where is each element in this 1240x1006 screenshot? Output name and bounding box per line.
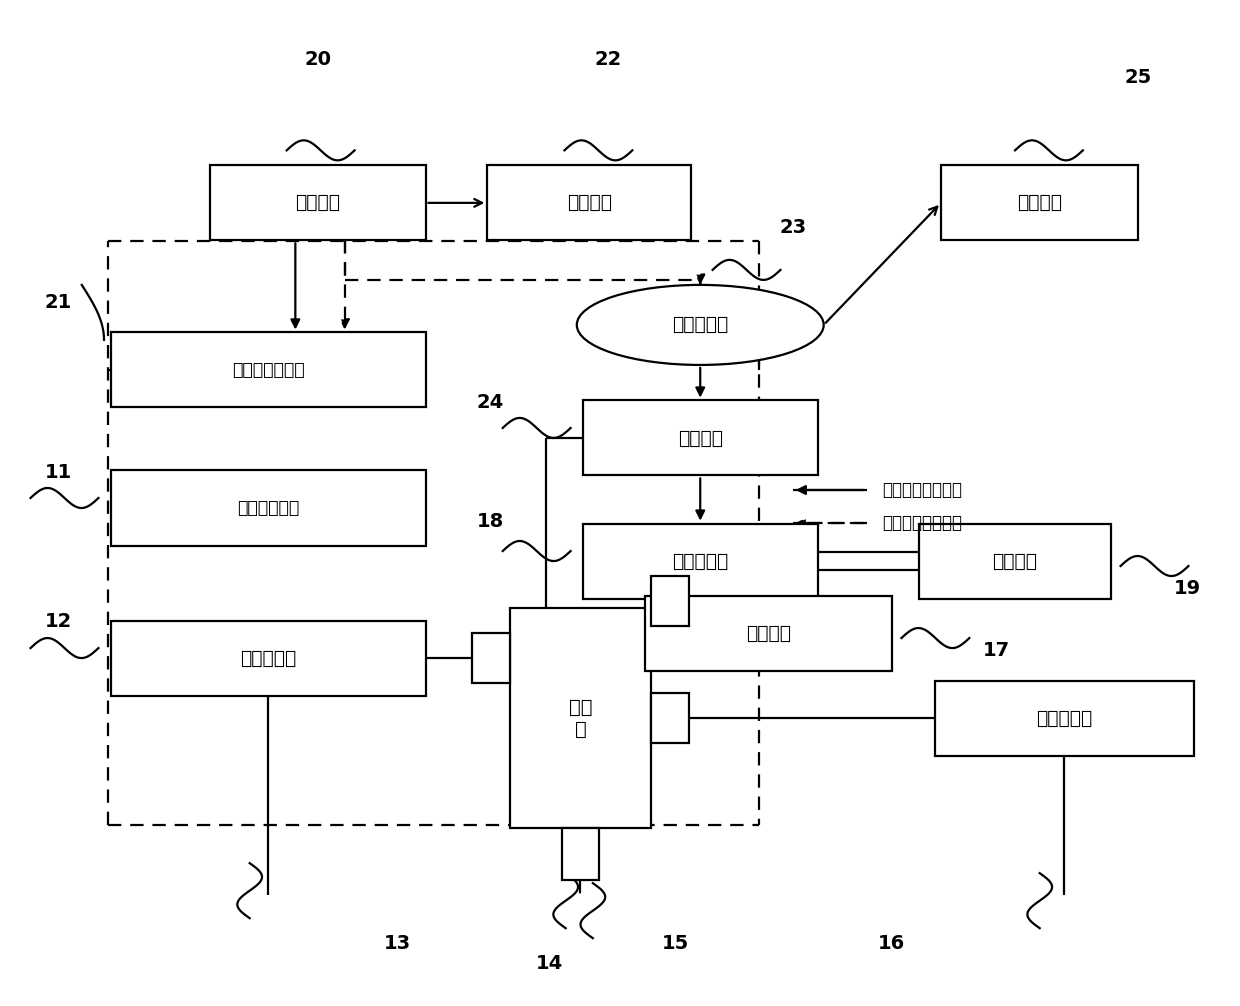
Text: 油门模型: 油门模型 [678,429,723,448]
Text: 道路路谱: 道路路谱 [1017,193,1063,212]
FancyBboxPatch shape [583,523,817,599]
Text: 22: 22 [594,50,621,69]
FancyBboxPatch shape [645,596,892,671]
FancyBboxPatch shape [210,165,425,240]
Text: 道路模型: 道路模型 [567,193,611,212]
FancyBboxPatch shape [651,693,688,743]
FancyBboxPatch shape [510,608,651,828]
Text: 23: 23 [779,218,806,237]
Text: 减速
器: 减速 器 [569,697,593,738]
Text: 12: 12 [45,612,72,631]
Text: 15: 15 [662,934,689,953]
FancyBboxPatch shape [110,471,425,545]
FancyBboxPatch shape [919,523,1111,599]
Text: 车轮与轮胎模型: 车轮与轮胎模型 [232,361,305,379]
FancyBboxPatch shape [935,681,1194,756]
FancyBboxPatch shape [472,633,510,683]
Text: 20: 20 [304,50,331,69]
Text: 16: 16 [878,934,905,953]
Text: 14: 14 [536,954,563,973]
FancyBboxPatch shape [110,621,425,695]
FancyBboxPatch shape [941,165,1138,240]
Text: 21: 21 [45,294,72,313]
Text: 第一测功机: 第一测功机 [241,649,296,668]
FancyBboxPatch shape [583,400,817,476]
Ellipse shape [577,285,823,365]
Text: 17: 17 [983,641,1011,660]
Text: 动力电池: 动力电池 [992,551,1038,570]
Text: 11: 11 [45,464,72,483]
Text: 电机控制器: 电机控制器 [672,551,728,570]
Text: 13: 13 [384,934,412,953]
FancyBboxPatch shape [110,332,425,407]
Text: 25: 25 [1125,68,1152,88]
FancyBboxPatch shape [651,575,688,626]
Text: 第二闭环控制系统: 第二闭环控制系统 [882,514,962,532]
FancyBboxPatch shape [562,828,599,880]
Text: 车辆模型: 车辆模型 [295,193,340,212]
Text: 测功机控制器: 测功机控制器 [237,499,299,517]
Text: 被测电机: 被测电机 [745,624,791,643]
Text: 24: 24 [476,393,503,412]
Text: 19: 19 [1174,578,1202,598]
Text: 18: 18 [476,511,503,530]
Text: 驾驶员模型: 驾驶员模型 [672,316,728,334]
Text: 第二测功机: 第二测功机 [1037,708,1092,727]
FancyBboxPatch shape [487,165,691,240]
Text: 第一闭环控制系统: 第一闭环控制系统 [882,481,962,499]
